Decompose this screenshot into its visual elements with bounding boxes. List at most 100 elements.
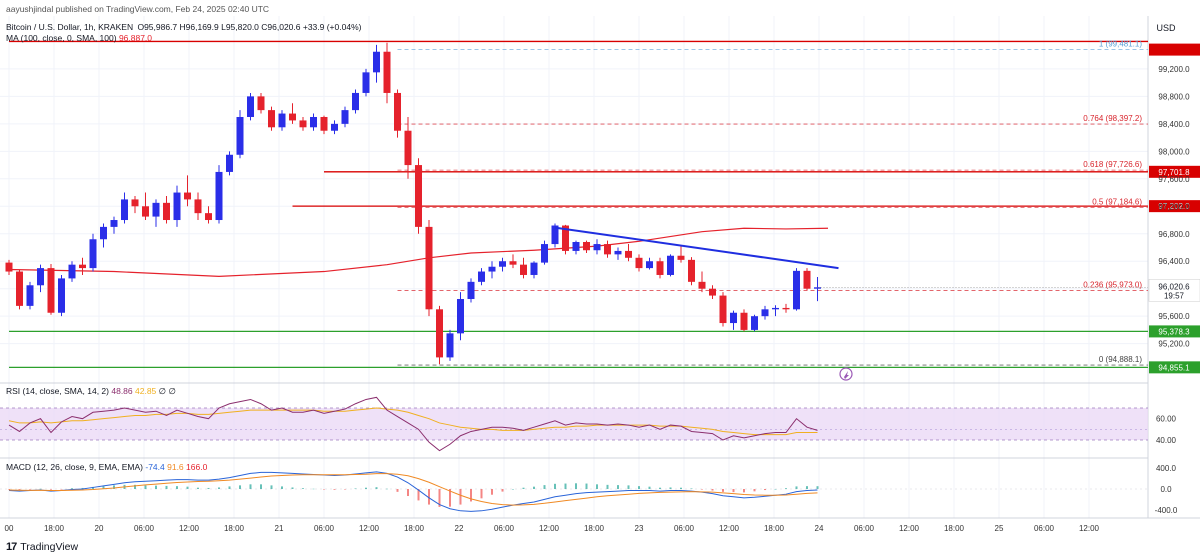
rsi-ma-value: 42.85	[135, 386, 157, 396]
macd-histogram-bar	[627, 485, 630, 489]
fib-level-label: 1 (99,481.1)	[1099, 40, 1142, 49]
macd-tick-label: 0.0	[1160, 485, 1172, 494]
candle-body	[635, 257, 643, 269]
macd-histogram-bar	[617, 485, 619, 489]
macd-histogram-bar	[396, 489, 399, 492]
candle	[184, 175, 191, 207]
macd-legend[interactable]: MACD (12, 26, close, 9, EMA, EMA) -74.4 …	[6, 462, 207, 472]
time-tick-label: 12:00	[179, 524, 200, 533]
candle-body	[719, 295, 727, 324]
candle	[436, 305, 443, 365]
current-price-label: 96,020.6	[1158, 282, 1190, 291]
candle	[604, 240, 611, 258]
candles	[5, 42, 821, 365]
macd-histogram-bar	[491, 489, 493, 495]
time-tick-label: 20	[95, 524, 104, 533]
macd-histogram-bar	[428, 489, 430, 505]
candle-body	[740, 312, 748, 330]
price-tick-label: 95,600.0	[1158, 312, 1190, 321]
candle	[100, 223, 107, 248]
ma100-polyline	[8, 227, 829, 277]
time-tick-label: 18:00	[584, 524, 605, 533]
candle-body	[58, 278, 65, 313]
candle-body	[331, 123, 338, 131]
macd-histogram-bar	[354, 488, 357, 489]
candle	[383, 42, 391, 104]
symbol-title[interactable]: Bitcoin / U.S. Dollar, 1h, KRAKEN	[6, 22, 134, 32]
candle-body	[520, 264, 527, 275]
macd-legend-label: MACD (12, 26, close, 9, EMA, EMA)	[6, 462, 143, 472]
candle	[457, 292, 464, 341]
candle-body	[803, 270, 811, 289]
candle	[205, 206, 212, 224]
candle-body	[121, 199, 128, 221]
macd-histogram-bar	[711, 489, 714, 491]
price-tick-label: 95,200.0	[1158, 340, 1190, 349]
macd-hist-value: -74.4	[145, 462, 165, 472]
candle-body	[37, 268, 44, 286]
candle-body	[751, 316, 758, 330]
candle	[121, 192, 128, 224]
level-price-label: 94,855.1	[1158, 363, 1190, 372]
candle-body	[373, 51, 380, 73]
macd-histogram-bar	[648, 486, 651, 489]
candle-body	[530, 262, 538, 275]
candle-body	[16, 271, 23, 306]
candle-body	[761, 309, 769, 317]
tradingview-footer[interactable]: 17 TradingView	[6, 541, 78, 553]
top-level-tag	[1149, 43, 1200, 56]
candle	[499, 257, 506, 272]
candle-body	[215, 171, 223, 221]
candle-body	[667, 255, 674, 275]
candle-body	[509, 261, 517, 265]
candle-body	[593, 244, 601, 251]
horizontal-levels[interactable]: 97,701.8 97,202.0 95,378.3 94,855.1	[9, 40, 1200, 374]
candle-body	[688, 259, 695, 282]
time-axis[interactable]: 00 18:00 20 06:00 12:00 18:00 21 06:00 12:00 18:0…	[5, 524, 1100, 533]
time-tick-label: 06:00	[134, 524, 155, 533]
candle	[362, 68, 370, 97]
candle	[79, 257, 86, 275]
macd-histogram-bar	[228, 486, 231, 489]
candle	[667, 254, 674, 277]
candle-body	[68, 264, 76, 279]
macd-histogram-bar	[207, 487, 210, 489]
symbol-ohlc-row: Bitcoin / U.S. Dollar, 1h, KRAKEN O95,98…	[6, 22, 363, 32]
candle-body	[383, 51, 391, 93]
candle-body	[100, 226, 107, 240]
signal-value: 166.0	[186, 462, 208, 472]
macd-histogram-bar	[39, 488, 42, 490]
price-tick-label: 96,800.0	[1158, 230, 1190, 239]
candle	[268, 106, 275, 131]
ma-legend[interactable]: MA (100, close, 0, SMA, 100) 96,887.0	[6, 33, 152, 43]
candle	[551, 223, 559, 248]
macd-histogram-bar	[176, 486, 178, 489]
rsi-value: 48.86	[111, 386, 133, 396]
candle	[772, 305, 779, 317]
macd-histogram-bar	[323, 489, 325, 490]
macd-histogram-bar	[281, 486, 283, 489]
macd-histogram-bar	[554, 483, 556, 489]
ma100-line	[8, 227, 829, 277]
macd-histogram-bar	[81, 487, 84, 489]
currency-label[interactable]: USD	[1156, 23, 1176, 33]
candle	[16, 269, 23, 310]
signal-line	[8, 473, 818, 506]
candle	[793, 268, 800, 311]
price-tick-label: 96,400.0	[1158, 257, 1190, 266]
replay-icon[interactable]	[839, 367, 853, 381]
macd-histogram-bar	[806, 486, 808, 489]
candle	[782, 303, 790, 313]
candle-body	[79, 264, 86, 269]
rsi-legend[interactable]: RSI (14, close, SMA, 14, 2) 48.86 42.85 …	[6, 386, 176, 397]
trendline[interactable]	[554, 226, 839, 270]
candle-body	[625, 250, 632, 258]
candle-body	[152, 202, 160, 217]
candle-body	[583, 242, 590, 251]
price-axis[interactable]: 95,200.095,600.096,000.096,400.096,800.0…	[817, 43, 1200, 515]
candle	[341, 106, 349, 128]
price-tick-label: 99,200.0	[1158, 65, 1190, 74]
fibonacci-retracement[interactable]: 1 (99,481.1) 0.764 (98,397.2) 0.618 (97,72…	[397, 40, 1149, 366]
candle-body	[730, 312, 737, 324]
